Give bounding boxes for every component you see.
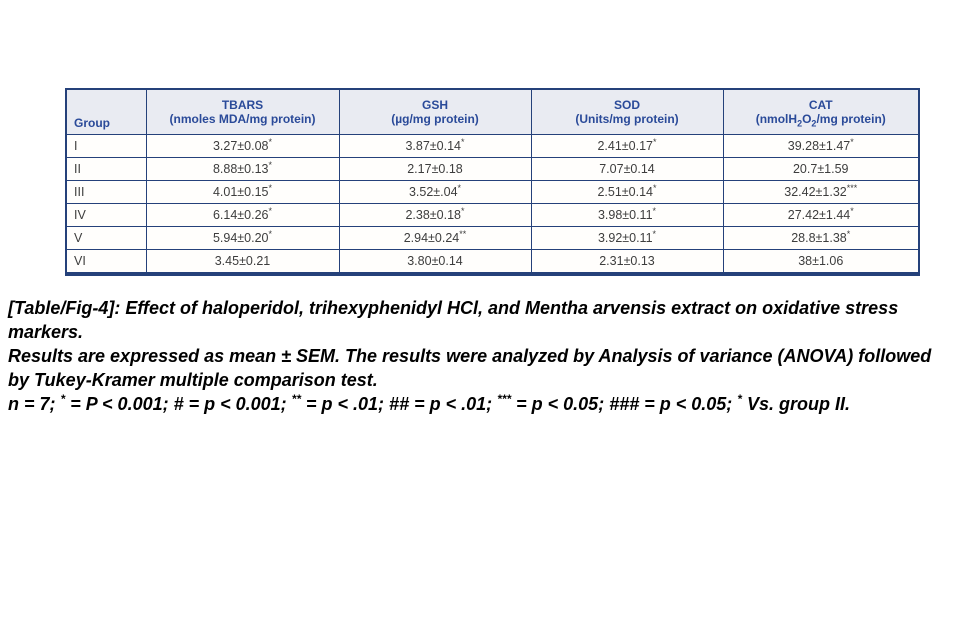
significance-marker: * (461, 205, 465, 216)
results-table-container: Group TBARS (nmoles MDA/mg protein) GSH (µg/… (65, 88, 920, 276)
group-cell: VI (65, 249, 147, 275)
value-cell: 3.27±0.08* (145, 134, 340, 158)
column-header-tbars: TBARS (nmoles MDA/mg protein) (145, 88, 340, 135)
results-table: Group TBARS (nmoles MDA/mg protein) GSH (µg/… (65, 88, 920, 276)
significance-marker: * (268, 136, 273, 147)
table-row-VI: VI 3.45±0.21 3.80±0.14 2.31±0.13 38±1.06 (65, 249, 920, 275)
column-title: TBARS (221, 98, 264, 112)
significance-marker: ** (459, 228, 467, 239)
table-row-I: I 3.27±0.08* 3.87±0.14* 2.41±0.17* 39.28±1.4… (65, 134, 920, 158)
column-title: Group (74, 116, 110, 130)
significance-marker: * (268, 205, 273, 216)
value-cell: 8.88±0.13* (145, 157, 340, 181)
value-cell: 3.45±0.21 (145, 249, 340, 275)
value-cell: 27.42±1.44* (722, 203, 920, 227)
value-cell: 3.87±0.14* (338, 134, 532, 158)
significance-marker: * (653, 182, 657, 193)
caption-title: [Table/Fig-4]: Effect of haloperidol, tr… (8, 298, 899, 342)
significance-marker: * (652, 205, 657, 216)
group-cell: II (65, 157, 147, 181)
caption-significance: n = 7; * = P < 0.001; # = p < 0.001; ** … (8, 392, 850, 414)
significance-marker: * (850, 136, 854, 147)
table-row-V: V 5.94±0.20* 2.94±0.24** 3.92±0.11* 28.8±1.3… (65, 226, 920, 250)
caption-methods: Results are expressed as mean ± SEM. The… (8, 346, 932, 390)
value-cell: 38±1.06 (722, 249, 920, 275)
column-unit: (nmoles MDA/mg protein) (169, 112, 316, 126)
table-body: I 3.27±0.08* 3.87±0.14* 2.41±0.17* 39.28±1.4… (65, 134, 920, 275)
value-cell: 3.52±.04* (338, 180, 532, 204)
value-cell: 39.28±1.47* (722, 134, 920, 158)
table-row-IV: IV 6.14±0.26* 2.38±0.18* 3.98±0.11* 27.42±1.… (65, 203, 920, 227)
value-cell: 28.8±1.38* (722, 226, 920, 250)
column-header-group: Group (65, 88, 147, 135)
significance-marker: * (268, 182, 273, 193)
caption-block: [Table/Fig-4]: Effect of haloperidol, tr… (8, 296, 950, 416)
group-cell: V (65, 226, 147, 250)
column-header-gsh: GSH (µg/mg protein) (338, 88, 532, 135)
table-row-II: II 8.88±0.13* 2.17±0.18 7.07±0.14 20.7±1.59 (65, 157, 920, 181)
significance-marker: * (461, 136, 465, 147)
value-cell: 2.38±0.18* (338, 203, 532, 227)
significance-marker: * (850, 205, 854, 216)
column-title: GSH (421, 98, 448, 112)
value-cell: 2.41±0.17* (530, 134, 724, 158)
value-cell: 4.01±0.15* (145, 180, 340, 204)
header-row: Group TBARS (nmoles MDA/mg protein) GSH (µg/… (65, 88, 920, 135)
significance-marker: * (457, 182, 462, 193)
value-cell: 3.98±0.11* (530, 203, 724, 227)
column-header-sod: SOD (Units/mg protein) (530, 88, 724, 135)
significance-marker: * (652, 228, 657, 239)
column-unit: (µg/mg protein) (391, 112, 479, 126)
group-cell: I (65, 134, 147, 158)
significance-marker: * (268, 228, 273, 239)
value-cell: 7.07±0.14 (530, 157, 724, 181)
column-title: CAT (808, 98, 833, 112)
value-cell: 20.7±1.59 (722, 157, 920, 181)
column-header-cat: CAT (nmolH2O2/mg protein) (722, 88, 920, 135)
significance-marker: * (268, 159, 273, 170)
significance-marker: * (846, 228, 851, 239)
column-title: SOD (613, 98, 640, 112)
value-cell: 3.92±0.11* (530, 226, 724, 250)
value-cell: 2.51±0.14* (530, 180, 724, 204)
value-cell: 2.31±0.13 (530, 249, 724, 275)
value-cell: 32.42±1.32*** (722, 180, 920, 204)
group-cell: IV (65, 203, 147, 227)
column-unit: (nmolH2O2/mg protein) (755, 112, 886, 129)
significance-marker: * (653, 136, 657, 147)
table-header: Group TBARS (nmoles MDA/mg protein) GSH (µg/… (65, 88, 920, 135)
value-cell: 2.17±0.18 (338, 157, 532, 181)
value-cell: 6.14±0.26* (145, 203, 340, 227)
value-cell: 2.94±0.24** (338, 226, 532, 250)
group-cell: III (65, 180, 147, 204)
column-unit: (Units/mg protein) (575, 112, 679, 126)
value-cell: 5.94±0.20* (145, 226, 340, 250)
table-row-III: III 4.01±0.15* 3.52±.04* 2.51±0.14* 32.42±1.… (65, 180, 920, 204)
value-cell: 3.80±0.14 (338, 249, 532, 275)
significance-marker: *** (846, 182, 858, 193)
